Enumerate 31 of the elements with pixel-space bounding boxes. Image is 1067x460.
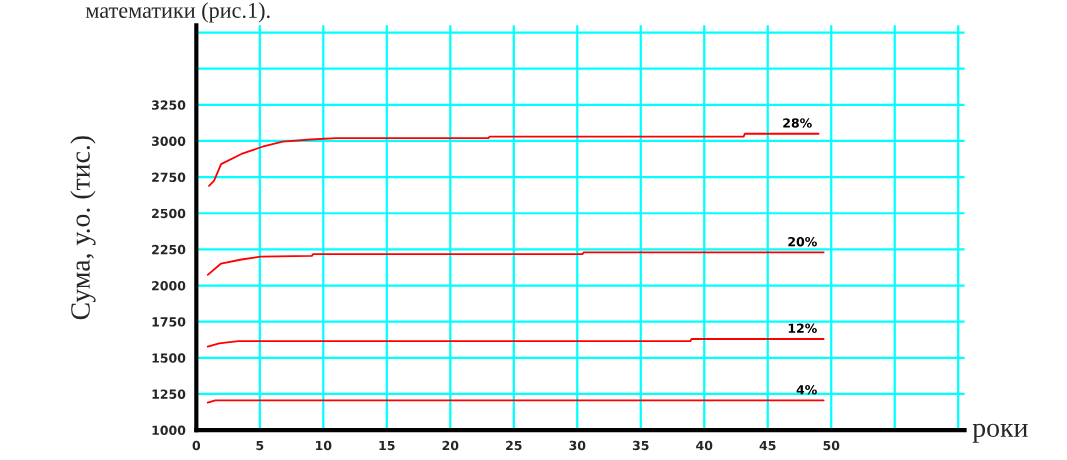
line-series — [208, 132, 820, 187]
line-series — [206, 251, 825, 276]
series-label: 20% — [788, 236, 817, 247]
x-axis-title: роки — [972, 423, 1028, 443]
x-tick-label: 45 — [759, 440, 776, 451]
series-label: 4% — [796, 384, 817, 395]
y-tick-label: 3000 — [151, 136, 186, 146]
y-tick-label: 3250 — [151, 100, 186, 110]
x-tick-label: 10 — [316, 440, 332, 451]
text: математики (рис.1). — [85, 2, 270, 23]
x-tick-label: 40 — [696, 440, 713, 451]
x-tick-label: 15 — [379, 440, 395, 451]
x-tick-label: 35 — [632, 440, 649, 451]
x-tick-label: 20 — [442, 440, 459, 451]
x-tick-label: 30 — [569, 440, 586, 451]
y-tick-label: 2500 — [152, 208, 186, 219]
y-tick-label: 2750 — [152, 172, 186, 183]
y-tick-label: 1500 — [152, 353, 186, 363]
y-tick-label: 1250 — [152, 389, 186, 399]
y-tick-label: 1000 — [152, 425, 186, 436]
x-tick-label: 50 — [823, 440, 840, 451]
x-tick-label: 25 — [506, 440, 522, 451]
series-label: 12% — [788, 323, 817, 333]
line-series — [206, 338, 825, 348]
y-tick-label: 1750 — [152, 317, 186, 327]
y-tick-label: 2250 — [152, 244, 186, 255]
y-axis-title: Сума, у.о. (тис.) — [70, 136, 96, 320]
y-tick-label: 2000 — [152, 281, 186, 291]
series-label: 28% — [783, 118, 812, 128]
x-tick-label: 0 — [192, 440, 201, 451]
x-tick-label: 5 — [256, 440, 264, 451]
